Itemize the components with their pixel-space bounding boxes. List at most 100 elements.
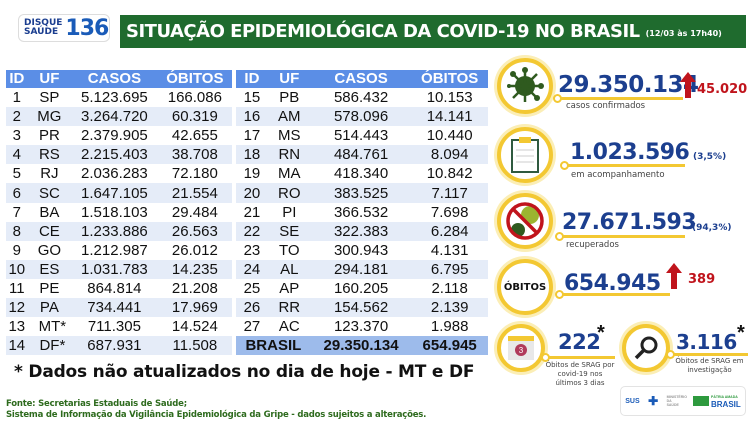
table-cell: 2 (6, 107, 28, 127)
table-cell: 23 (243, 241, 261, 259)
table-cell: 734.441 (71, 298, 158, 318)
table-cell: 6 (6, 183, 28, 203)
table-row: 5 RJ 2.036.283 72.180 (6, 164, 232, 183)
logo-number: 136 (65, 15, 109, 41)
table-cell: 1.988 (430, 318, 469, 336)
table-cell: TO (279, 241, 300, 259)
underline-dot (553, 94, 562, 103)
deaths-badge: ÓBITOS (497, 259, 553, 315)
ministerio-logo: MINISTÉRIO DA SAÚDE (666, 395, 687, 407)
table-cell: 166.086 (167, 89, 222, 107)
table-row: 8 CE 1.233.886 26.563 (6, 221, 232, 241)
table-cell: 322.383 (310, 221, 412, 241)
total-obitos: 654.945 (411, 336, 488, 356)
underline (560, 235, 685, 238)
table-cell: 586.432 (333, 89, 389, 107)
monitoring-value: 1.023.596 (570, 140, 690, 165)
source-line-1: Fonte: Secretarias Estaduais de Saúde; (6, 399, 187, 409)
page-title: SITUAÇÃO EPIDEMIOLÓGICA DA COVID-19 NO B… (126, 21, 640, 42)
total-label: BRASIL (236, 336, 311, 356)
table-cell: AP (279, 279, 300, 297)
calendar-icon: 3 (497, 324, 545, 372)
table-cell: MA (278, 165, 301, 183)
table-cell: 21.208 (171, 279, 218, 297)
table-cell: 300.943 (333, 241, 389, 259)
underline (565, 164, 685, 167)
table-row: 6 SC 1.647.105 21.554 (6, 183, 232, 203)
table-row: 2 MG 3.264.720 60.319 (6, 107, 232, 127)
table-cell: 687.931 (71, 336, 158, 356)
table-row: 7 BA 1.518.103 29.484 (6, 203, 232, 222)
table-cell: 418.340 (333, 165, 389, 183)
table-row: 3 PR 2.379.905 42.655 (6, 126, 232, 145)
confirmed-cases-delta: 45.020 (697, 82, 748, 97)
table-cell: RJ (40, 165, 59, 183)
table-row: 14 DF* 687.931 11.508 (6, 336, 232, 356)
virus-icon (497, 58, 553, 114)
table-cell: 10.153 (426, 89, 473, 107)
table-row: 13 MT* 711.305 14.524 (6, 317, 232, 336)
table-cell: PB (279, 89, 300, 107)
table-cell: 16 (236, 107, 268, 127)
table-cell: 1.518.103 (81, 203, 148, 221)
table-cell: 13 (8, 318, 26, 336)
monitoring-percent: (3,5%) (693, 152, 727, 162)
plus-icon: ✚ (648, 394, 659, 408)
table-cell: SP (39, 89, 60, 107)
table-cell: 14.235 (157, 259, 232, 279)
table-row: 26 RR 154.562 2.139 (236, 298, 488, 318)
underline-dot (555, 290, 564, 299)
disque-saude-136-logo: DISQUE SAÚDE 136 (18, 14, 110, 42)
table-cell: 4 (6, 145, 28, 165)
underline (545, 356, 615, 359)
table-cell: RR (267, 298, 311, 318)
table-cell: 383.525 (310, 183, 412, 203)
table-cell: 294.181 (310, 259, 412, 279)
table-row: 20 RO 383.525 7.117 (236, 183, 488, 203)
table-cell: 7 (12, 203, 21, 221)
underline-dot (560, 161, 569, 170)
calendar-day: 3 (519, 346, 524, 355)
table-cell: 160.205 (333, 279, 389, 297)
table-cell: 366.532 (333, 203, 389, 221)
table-cell: 14.524 (171, 318, 218, 336)
clipboard-icon (497, 127, 553, 183)
table-cell: AC (278, 318, 300, 336)
table-cell: 42.655 (171, 127, 218, 145)
table-row: 19 MA 418.340 10.842 (236, 164, 488, 183)
table-cell: 3 (12, 127, 21, 145)
table-cell: 1.233.886 (71, 221, 158, 241)
table-row: 11 PE 864.814 21.208 (6, 279, 232, 298)
table-cell: 5.123.695 (81, 89, 148, 107)
table-cell: 29.484 (171, 203, 218, 221)
table-cell: 1.647.105 (71, 183, 158, 203)
table-cell: 1 (12, 89, 21, 107)
table-cell: 27 (243, 318, 261, 336)
recovered-percent: (94,3%) (692, 223, 732, 233)
partner-logos: SUS ✚ MINISTÉRIO DA SAÚDE PÁTRIA AMADA BR… (620, 386, 746, 416)
table-row: 21 PI 366.532 7.698 (236, 203, 488, 222)
table-cell: AL (267, 259, 311, 279)
table-cell: 484.761 (310, 145, 412, 165)
underline (558, 97, 683, 100)
table-cell: 26.012 (171, 241, 218, 259)
table-cell: 38.708 (157, 145, 232, 165)
column-header: ID (6, 70, 28, 88)
underline (560, 293, 670, 296)
underline-dot (541, 353, 550, 362)
table-row: 10 ES 1.031.783 14.235 (6, 259, 232, 279)
table-cell: 5 (12, 165, 21, 183)
table-row: 25 AP 160.205 2.118 (236, 279, 488, 298)
table-cell: 7.117 (411, 183, 488, 203)
brasil-text: BRASIL (711, 400, 741, 409)
table-cell: BA (39, 203, 60, 221)
arrow-up-icon (680, 72, 696, 98)
investigation-asterisk: * (737, 322, 745, 344)
investigation-label: Óbitos de SRAG em investigação (675, 357, 744, 374)
table-cell: 9 (12, 241, 21, 259)
table-cell: 123.370 (333, 318, 389, 336)
table-cell: 15 (243, 89, 261, 107)
recovered-label: recuperados (566, 240, 619, 250)
table-cell: 2.118 (431, 279, 468, 297)
srag-deaths-value: 222 (558, 330, 601, 354)
